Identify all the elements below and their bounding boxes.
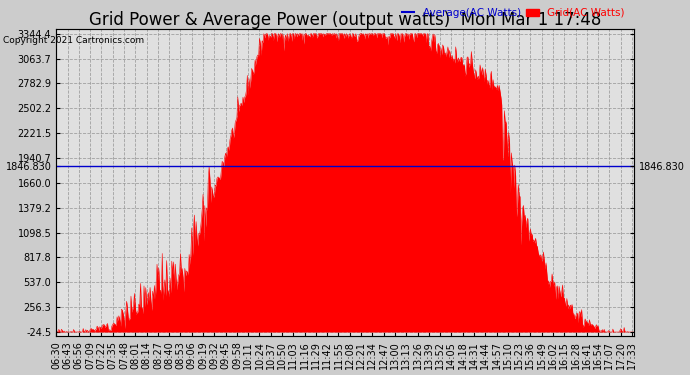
Text: Copyright 2021 Cartronics.com: Copyright 2021 Cartronics.com bbox=[3, 36, 145, 45]
Legend: Average(AC Watts), Grid(AC Watts): Average(AC Watts), Grid(AC Watts) bbox=[397, 4, 629, 22]
Title: Grid Power & Average Power (output watts)  Mon Mar 1 17:48: Grid Power & Average Power (output watts… bbox=[89, 11, 601, 29]
